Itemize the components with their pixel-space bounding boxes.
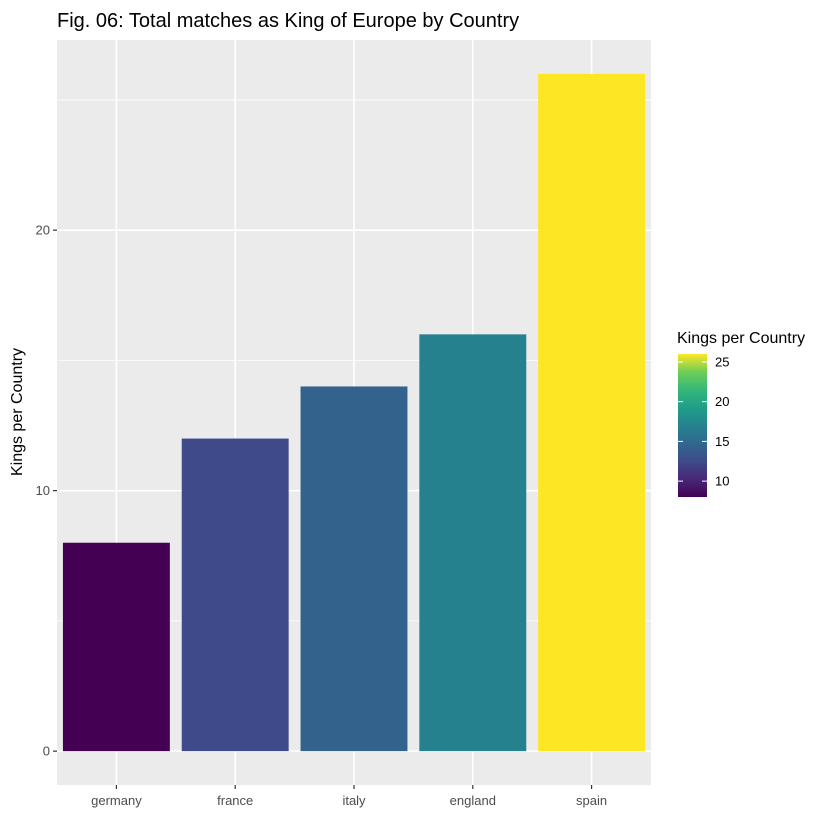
- x-axis: germany france italy england spain: [91, 785, 607, 808]
- y-tick-label: 0: [43, 744, 50, 759]
- x-tick-label: spain: [576, 793, 607, 808]
- legend: Kings per Country 10 15 20 25: [677, 330, 805, 497]
- bar-france: [181, 438, 289, 752]
- x-tick-label: italy: [342, 793, 366, 808]
- bar-england: [419, 334, 527, 752]
- bars: [62, 73, 646, 752]
- y-tick-label: 10: [36, 483, 50, 498]
- bar-germany: [62, 542, 170, 752]
- legend-tick-label: 15: [715, 434, 729, 449]
- legend-colorbar: [678, 354, 707, 497]
- y-axis-title: Kings per Country: [9, 348, 26, 476]
- bar-italy: [300, 386, 408, 752]
- legend-tick-label: 20: [715, 394, 729, 409]
- y-axis: 0 10 20: [36, 223, 57, 759]
- chart-title: Fig. 06: Total matches as King of Europe…: [57, 10, 519, 32]
- y-tick-label: 20: [36, 223, 50, 238]
- legend-ticks: 10 15 20 25: [678, 354, 729, 489]
- legend-tick-label: 10: [715, 474, 729, 489]
- legend-tick-label: 25: [715, 354, 729, 369]
- x-tick-label: germany: [91, 793, 142, 808]
- bar-spain: [538, 73, 646, 752]
- legend-title: Kings per Country: [677, 330, 805, 347]
- x-tick-label: england: [450, 793, 496, 808]
- x-tick-label: france: [217, 793, 253, 808]
